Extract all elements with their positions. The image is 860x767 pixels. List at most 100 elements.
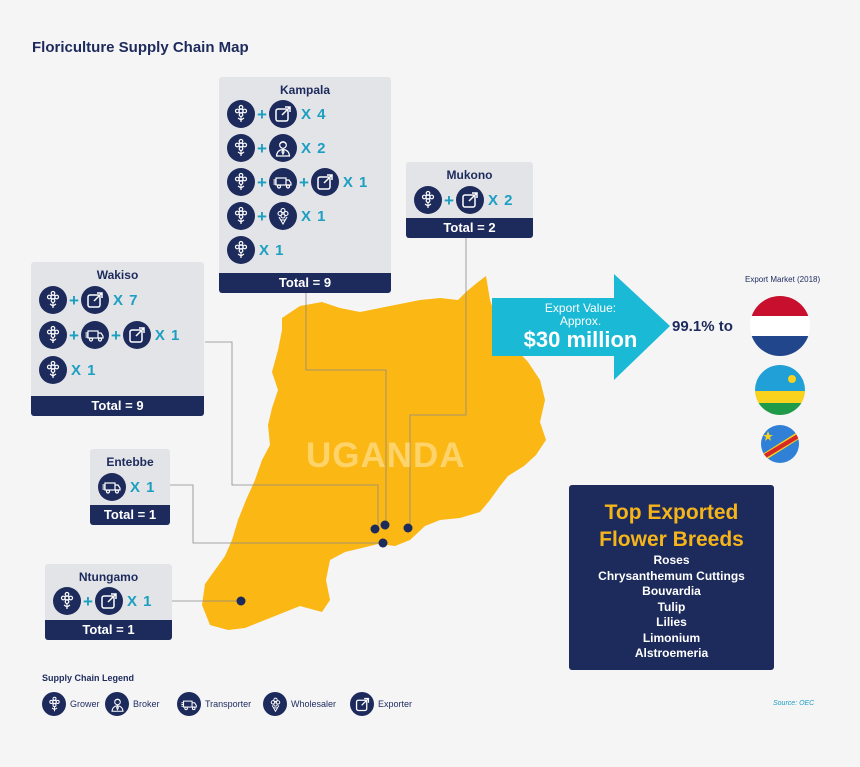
row-count: X 4	[300, 105, 327, 123]
grower-icon	[227, 236, 255, 264]
dr-congo-flag-icon	[761, 425, 799, 463]
transporter-icon	[80, 321, 109, 349]
location-total: Total = 2	[406, 218, 533, 238]
legend-item: Broker	[105, 692, 160, 716]
breed-item: Alstroemeria	[634, 646, 709, 660]
row-count: X 1	[130, 478, 156, 496]
plus-sign: +	[257, 104, 267, 124]
grower-icon	[227, 134, 255, 162]
source-note: Source: OEC	[773, 700, 815, 707]
grower-icon	[227, 100, 255, 128]
export-share: 99.1% to	[672, 318, 733, 335]
supply-chain-row: + X 1	[227, 201, 326, 231]
row-count: X 1	[342, 173, 369, 191]
exporter-icon	[350, 692, 374, 716]
exporter-icon	[310, 168, 339, 196]
page-title: Floriculture Supply Chain Map	[32, 39, 249, 56]
location-name: Wakiso	[96, 268, 139, 282]
breed-item: Tulip	[657, 599, 686, 614]
row-count: X 1	[300, 207, 327, 225]
plus-sign: +	[69, 290, 79, 310]
location-name: Ntungamo	[78, 570, 139, 584]
location-name: Entebbe	[106, 455, 154, 469]
legend-item: Transporter	[177, 692, 251, 716]
supply-chain-row: + + X 1	[39, 320, 180, 350]
location-name: Mukono	[446, 168, 493, 182]
plus-sign: +	[444, 190, 454, 210]
supply-chain-row: X 1	[39, 355, 97, 385]
top-breeds-box: Top Exported Flower Breeds Roses Chrysant…	[569, 485, 774, 670]
plus-sign: +	[257, 138, 267, 158]
breed-item: Limonium	[642, 630, 701, 645]
grower-icon	[227, 168, 255, 196]
legend-item: Wholesaler	[263, 692, 336, 716]
grower-icon	[39, 286, 67, 314]
exporter-icon	[80, 286, 109, 314]
ntungamo-dot	[236, 596, 246, 606]
supply-chain-row: X 1	[227, 235, 285, 265]
entebbe-connector	[170, 484, 383, 544]
row-count: X 1	[154, 326, 181, 344]
supply-chain-row: + X 1	[53, 586, 152, 616]
supply-chain-row: + + X 1	[227, 167, 368, 197]
export-value-label: Export Value: Approx. $30 million	[508, 302, 653, 352]
wholesaler-icon	[268, 202, 297, 230]
transporter-icon	[98, 473, 126, 501]
plus-sign: +	[257, 172, 267, 192]
plus-sign: +	[257, 206, 267, 226]
supply-chain-row: + X 2	[414, 185, 513, 215]
exporter-icon	[122, 321, 151, 349]
grower-icon	[42, 692, 66, 716]
legend-item: Grower	[42, 692, 100, 716]
wholesaler-icon	[263, 692, 287, 716]
grower-icon	[39, 321, 67, 349]
legend-label: Grower	[70, 699, 100, 709]
mukono-box: Mukono Total = 2 + X 2	[406, 162, 533, 238]
transporter-icon	[177, 692, 201, 716]
legend-item: Exporter	[350, 692, 412, 716]
row-count: X 1	[71, 361, 97, 379]
broker-icon	[105, 692, 129, 716]
country-label: UGANDA	[306, 436, 466, 475]
location-name: Kampala	[279, 83, 331, 97]
entebbe-dot	[378, 538, 388, 548]
uganda-shape	[202, 276, 546, 630]
exporter-icon	[455, 186, 484, 214]
legend-label: Wholesaler	[291, 699, 337, 709]
plus-sign: +	[83, 591, 93, 611]
grower-icon	[39, 356, 67, 384]
plus-sign: +	[110, 325, 121, 345]
netherlands-flag-icon	[750, 296, 810, 356]
export-value-line2: Approx.	[559, 314, 602, 328]
kampala-dot	[380, 520, 390, 530]
row-count: X 1	[126, 592, 153, 610]
plus-sign: +	[69, 325, 79, 345]
breed-item: Roses	[653, 553, 690, 567]
row-count: X 1	[259, 241, 285, 259]
legend-title: Supply Chain Legend	[42, 673, 135, 683]
wakiso-box: Wakiso Total = 9 + X 7 + + X 1 X 1	[31, 262, 204, 416]
breeds-title-line2: Flower Breeds	[599, 528, 744, 551]
mukono-dot	[403, 523, 413, 533]
export-value-line1: Export Value:	[544, 301, 617, 315]
breed-item: Chrysanthemum Cuttings	[598, 568, 745, 583]
location-total: Total = 9	[31, 396, 204, 416]
supply-chain-row: + X 7	[39, 285, 138, 315]
entebbe-box: Entebbe Total = 1 X 1	[90, 449, 170, 525]
mukono-connector	[409, 238, 467, 528]
export-market-label: Export Market (2018)	[745, 275, 821, 284]
breed-item: Lilies	[656, 615, 687, 629]
broker-icon	[268, 134, 297, 162]
ntungamo-box: Ntungamo Total = 1 + X 1	[45, 564, 172, 640]
transporter-icon	[268, 168, 297, 196]
wakiso-connector	[205, 341, 379, 528]
legend-label: Transporter	[205, 699, 252, 709]
supply-chain-row: + X 4	[227, 99, 326, 129]
grower-icon	[414, 186, 442, 214]
row-count: X 2	[300, 139, 327, 157]
breed-item: Bouvardia	[642, 584, 701, 598]
location-total: Total = 9	[219, 273, 391, 293]
row-count: X 2	[487, 191, 514, 209]
legend-label: Broker	[133, 699, 160, 709]
